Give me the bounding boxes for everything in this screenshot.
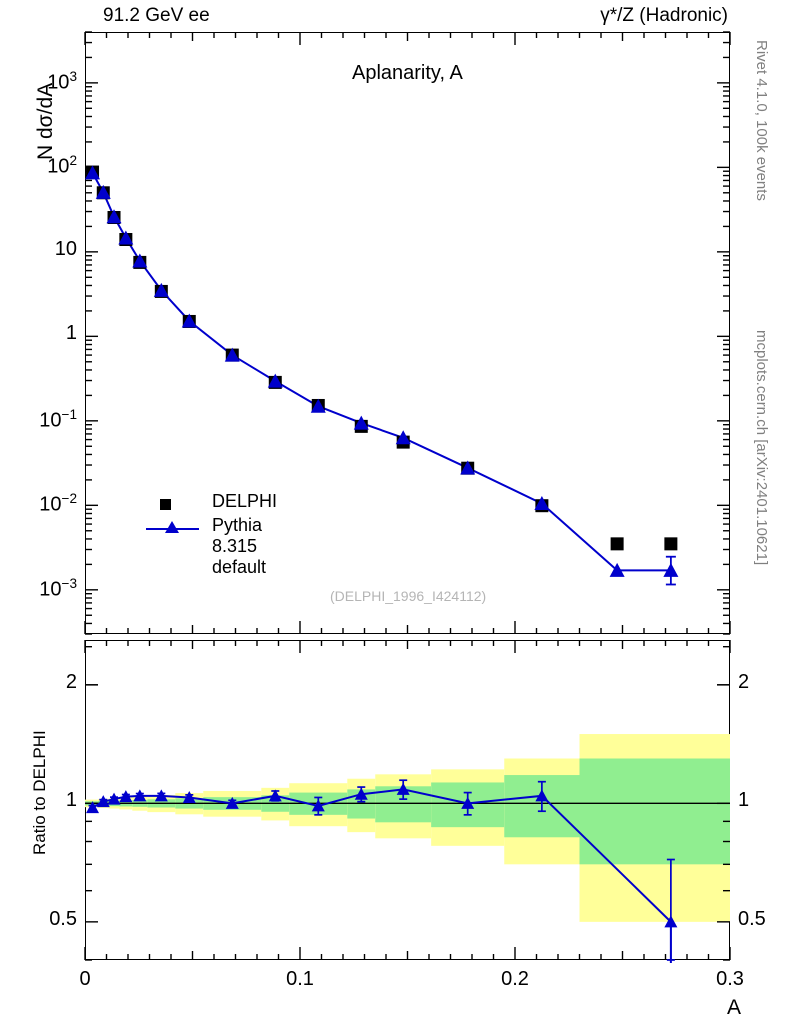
ratio-marker-triangle bbox=[268, 789, 282, 802]
ratio-yaxis-ticklabel-left: 2 bbox=[65, 670, 77, 693]
ratio-marker-triangle bbox=[396, 782, 410, 795]
main-yaxis-ticklabel: 10−2 bbox=[39, 491, 77, 516]
ratio-marker-triangle bbox=[461, 796, 475, 809]
mc-marker-triangle bbox=[132, 253, 148, 268]
main-yaxis-ticklabel: 1 bbox=[65, 322, 77, 345]
analysis-id-watermark: (DELPHI_1996_I424112) bbox=[330, 588, 487, 604]
ratio-yaxis-ticklabel-right: 0.5 bbox=[738, 907, 766, 930]
data-marker-square bbox=[664, 537, 678, 551]
mc-marker-triangle bbox=[153, 282, 169, 297]
ratio-marker-triangle bbox=[354, 787, 368, 800]
ratio-band-inner bbox=[579, 758, 623, 865]
mc-marker-triangle bbox=[118, 230, 134, 245]
mc-marker-triangle bbox=[310, 398, 326, 413]
mc-marker-triangle bbox=[534, 496, 550, 511]
mc-marker-triangle bbox=[267, 373, 283, 388]
ratio-marker-triangle bbox=[182, 790, 196, 803]
mc-marker-triangle bbox=[609, 562, 625, 577]
ratio-yaxis-ticklabel-right: 1 bbox=[738, 789, 750, 812]
ratio-marker-triangle bbox=[96, 795, 110, 808]
plot-title: Aplanarity, A bbox=[352, 62, 463, 84]
data-marker-square bbox=[610, 537, 624, 551]
ratio-band-inner bbox=[622, 758, 730, 865]
mc-marker-triangle bbox=[85, 165, 101, 180]
ratio-yaxis-ticklabel-right: 2 bbox=[738, 670, 750, 693]
legend-label-pythia: Pythia 8.315 default bbox=[212, 515, 267, 577]
header-process-label: γ*/Z (Hadronic) bbox=[600, 5, 728, 26]
ratio-marker-triangle bbox=[107, 792, 121, 805]
ratio-marker-triangle bbox=[86, 801, 100, 814]
legend-marker-triangle bbox=[165, 521, 179, 533]
xaxis-title: A bbox=[727, 996, 742, 1019]
xaxis-ticklabel: 0.2 bbox=[501, 968, 529, 990]
main-yaxis-ticklabel: 103 bbox=[47, 68, 77, 94]
ratio-yaxis-ticklabel-left: 0.5 bbox=[49, 907, 77, 930]
xaxis-ticklabel: 0.3 bbox=[716, 968, 744, 990]
mc-marker-triangle bbox=[395, 430, 411, 445]
main-yaxis-ticklabel: 10−1 bbox=[39, 406, 77, 432]
xaxis-ticklabel: 0 bbox=[79, 968, 91, 990]
main-yaxis-ticklabel: 10−3 bbox=[39, 575, 77, 601]
mc-marker-triangle bbox=[95, 184, 111, 199]
ratio-marker-triangle bbox=[311, 799, 325, 812]
legend-marker-square bbox=[160, 499, 171, 510]
ratio-marker-triangle bbox=[133, 789, 147, 802]
main-yaxis-ticklabel: 10 bbox=[54, 237, 77, 260]
ratio-marker-triangle bbox=[664, 915, 678, 928]
ratio-yaxis-ticklabel-left: 1 bbox=[65, 789, 77, 812]
ratio-marker-triangle bbox=[154, 789, 168, 802]
mc-marker-triangle bbox=[224, 347, 240, 362]
ratio-marker-triangle bbox=[119, 790, 133, 803]
header-beam-label: 91.2 GeV ee bbox=[103, 5, 210, 26]
mc-marker-triangle bbox=[106, 209, 122, 224]
ratio-marker-triangle bbox=[535, 789, 549, 802]
mc-marker-triangle bbox=[353, 415, 369, 430]
main-yaxis-ticklabel: 102 bbox=[47, 153, 77, 179]
mc-marker-triangle bbox=[460, 460, 476, 475]
legend-label-delphi: DELPHI bbox=[212, 491, 278, 511]
xaxis-ticklabel: 0.1 bbox=[286, 968, 314, 990]
mc-curve bbox=[91, 172, 671, 572]
ratio-marker-triangle bbox=[225, 796, 239, 809]
mc-marker-triangle bbox=[181, 313, 197, 328]
